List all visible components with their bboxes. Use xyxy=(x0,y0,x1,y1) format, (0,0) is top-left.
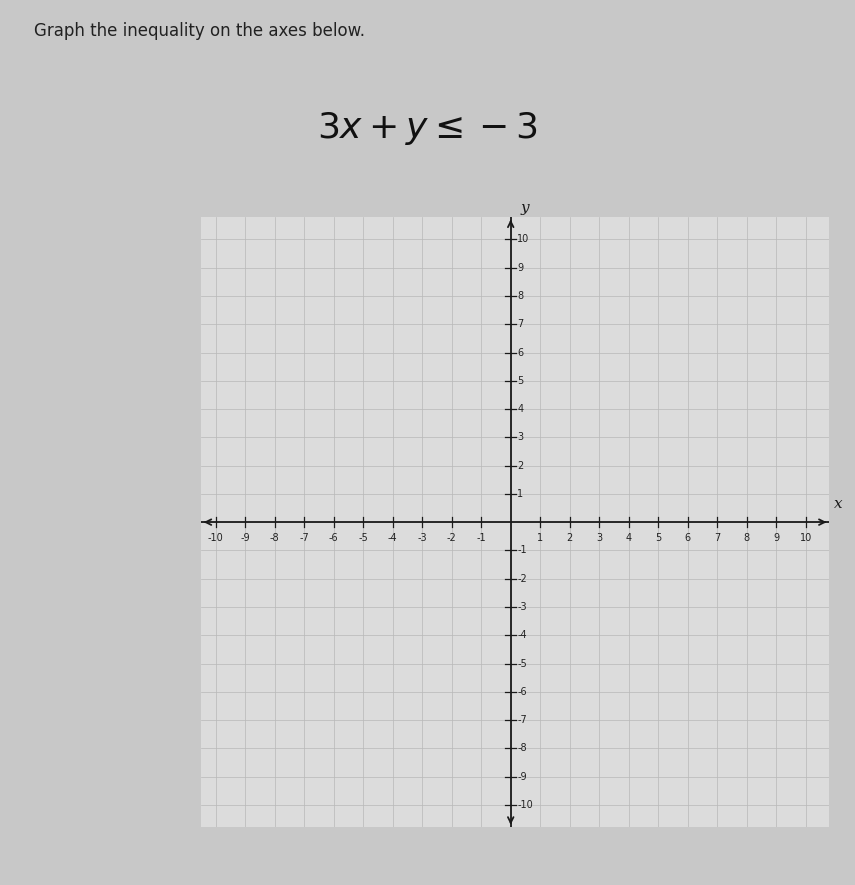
Text: 8: 8 xyxy=(744,533,750,543)
Text: 5: 5 xyxy=(655,533,662,543)
Text: $3x + y \leq -3$: $3x + y \leq -3$ xyxy=(317,110,538,147)
Text: 5: 5 xyxy=(517,376,523,386)
Text: 2: 2 xyxy=(567,533,573,543)
Text: -2: -2 xyxy=(517,573,527,584)
Text: -6: -6 xyxy=(329,533,339,543)
Text: 10: 10 xyxy=(799,533,812,543)
Text: -3: -3 xyxy=(417,533,427,543)
Text: -1: -1 xyxy=(476,533,486,543)
Text: -5: -5 xyxy=(517,658,527,668)
Text: -7: -7 xyxy=(299,533,309,543)
Text: -9: -9 xyxy=(240,533,250,543)
Text: 8: 8 xyxy=(517,291,523,301)
Text: 6: 6 xyxy=(685,533,691,543)
Text: -4: -4 xyxy=(388,533,398,543)
Text: 4: 4 xyxy=(626,533,632,543)
Text: -10: -10 xyxy=(517,800,533,810)
Text: Graph the inequality on the axes below.: Graph the inequality on the axes below. xyxy=(34,22,365,40)
Text: -1: -1 xyxy=(517,545,527,556)
Text: -6: -6 xyxy=(517,687,527,696)
Text: 3: 3 xyxy=(517,433,523,442)
Text: 3: 3 xyxy=(596,533,602,543)
Text: -7: -7 xyxy=(517,715,527,725)
Text: 6: 6 xyxy=(517,348,523,358)
Text: x: x xyxy=(834,496,842,511)
Text: y: y xyxy=(521,202,529,215)
Text: 1: 1 xyxy=(537,533,543,543)
Text: -8: -8 xyxy=(270,533,280,543)
Text: 1: 1 xyxy=(517,489,523,499)
Text: 9: 9 xyxy=(773,533,779,543)
Text: -2: -2 xyxy=(447,533,457,543)
Text: 7: 7 xyxy=(517,319,523,329)
Text: 9: 9 xyxy=(517,263,523,273)
Text: -8: -8 xyxy=(517,743,527,753)
Text: -10: -10 xyxy=(208,533,223,543)
Text: 2: 2 xyxy=(517,460,523,471)
Text: -3: -3 xyxy=(517,602,527,612)
Text: -4: -4 xyxy=(517,630,527,640)
Text: 10: 10 xyxy=(517,235,529,244)
Text: 7: 7 xyxy=(714,533,721,543)
Text: -9: -9 xyxy=(517,772,527,781)
Text: 4: 4 xyxy=(517,404,523,414)
Text: -5: -5 xyxy=(358,533,368,543)
